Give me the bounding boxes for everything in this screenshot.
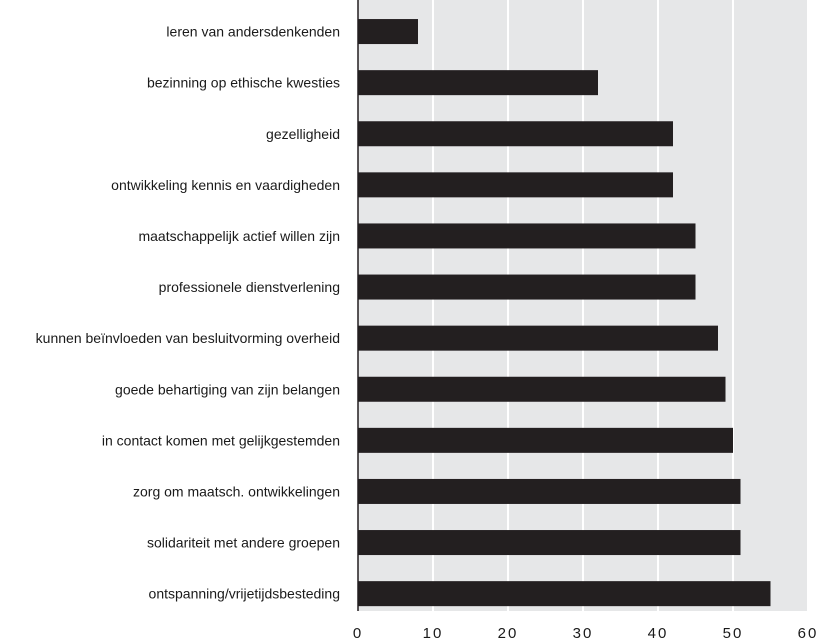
x-tick-label: 20 xyxy=(498,625,519,642)
bar xyxy=(358,325,718,351)
bar xyxy=(358,530,741,556)
category-label: maatschappelijk actief willen zijn xyxy=(138,228,340,244)
x-tick-label: 40 xyxy=(648,625,669,642)
x-tick-label: 60 xyxy=(798,625,819,642)
bar xyxy=(358,581,771,607)
x-tick-label: 0 xyxy=(353,625,363,642)
category-label: ontwikkeling kennis en vaardigheden xyxy=(111,177,340,193)
bar xyxy=(358,427,733,453)
bar xyxy=(358,70,598,96)
category-label: ontspanning/vrijetijdsbesteding xyxy=(149,586,340,602)
bar xyxy=(358,19,418,45)
bar xyxy=(358,121,673,147)
bar xyxy=(358,223,696,249)
x-tick-label: 30 xyxy=(573,625,594,642)
category-label: leren van andersdenkenden xyxy=(166,24,340,40)
bar xyxy=(358,274,696,300)
gridlines xyxy=(432,0,809,611)
category-label: solidariteit met andere groepen xyxy=(147,535,340,551)
category-label: professionele dienstverlening xyxy=(159,279,340,295)
x-tick-label: 10 xyxy=(423,625,444,642)
category-labels: leren van andersdenkenden bezinning op et… xyxy=(36,24,340,602)
category-label: bezinning op ethische kwesties xyxy=(147,75,340,91)
category-label: kunnen beïnvloeden van besluitvorming ov… xyxy=(36,330,340,346)
category-label: gezelligheid xyxy=(266,126,340,142)
category-label: in contact komen met gelijkgestemden xyxy=(102,432,340,448)
x-tick-label: 50 xyxy=(723,625,744,642)
bar xyxy=(358,478,741,504)
bars xyxy=(358,19,771,607)
x-axis-ticks: 0 10 20 30 40 50 60 xyxy=(353,625,819,642)
category-label: zorg om maatsch. ontwikkelingen xyxy=(133,483,340,499)
bar xyxy=(358,376,726,402)
bar xyxy=(358,172,673,198)
category-label: goede behartiging van zijn belangen xyxy=(115,381,340,397)
